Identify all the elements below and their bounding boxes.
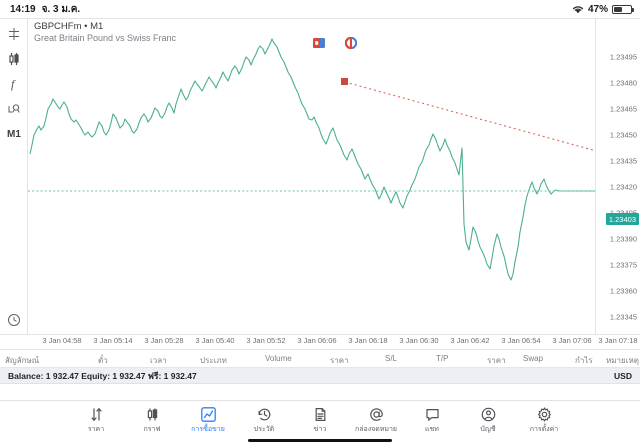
news-document-icon [313, 406, 328, 422]
price-tick: 1.23450 [609, 130, 637, 140]
col-price2[interactable]: ราคา [487, 356, 506, 365]
clock-icon[interactable] [0, 309, 28, 331]
battery-icon [612, 4, 634, 14]
price-tick: 1.23495 [609, 52, 637, 62]
current-price-badge: 1.23403 [605, 213, 639, 225]
history-clock-icon [257, 406, 272, 422]
col-ticket[interactable]: ตั๋ว [98, 356, 108, 365]
time-axis[interactable]: 3 Jan 04:58 3 Jan 05:14 3 Jan 05:28 3 Ja… [0, 334, 640, 350]
tab-label: กล่องจดหมาย [354, 426, 398, 433]
svg-text:f: f [11, 77, 16, 91]
chart-left-toolbar: f M1 [0, 19, 28, 353]
tab-label: ข่าว [313, 426, 327, 433]
col-swap[interactable]: Swap [523, 354, 544, 363]
chart-symbol-name: Great Britain Pound vs Swiss Franc [34, 32, 177, 43]
mailbox-at-icon [369, 406, 384, 422]
col-comment[interactable]: หมายเหตุ [606, 356, 639, 365]
account-person-icon [481, 406, 496, 422]
wifi-icon [572, 5, 584, 14]
status-bar-left: 14:19 จ. 3 ม.ค. [10, 2, 80, 17]
balance-summary: Balance: 1 932.47 Equity: 1 932.47 ฟรี: … [8, 370, 197, 381]
tab-chat[interactable]: แชท [404, 406, 460, 435]
col-volume[interactable]: Volume [265, 354, 292, 363]
col-type[interactable]: ประเภท [200, 356, 227, 365]
price-tick: 1.23435 [609, 156, 637, 166]
tab-history[interactable]: ประวัติ [236, 406, 292, 435]
price-axis[interactable]: 1.23495 1.23480 1.23465 1.23450 1.23435 … [595, 19, 640, 335]
tab-label: ประวัติ [253, 426, 275, 433]
tab-settings[interactable]: การตั้งค่า [516, 406, 572, 435]
price-tick: 1.23375 [609, 260, 637, 270]
tab-list: ราคา กราฟ การซื้อขาย [0, 401, 640, 435]
chart-order-icons [313, 36, 358, 50]
tab-label: บัญชี [480, 426, 496, 433]
status-time: 14:19 [10, 3, 36, 15]
price-tick: 1.23345 [609, 312, 637, 322]
quotes-arrows-icon [89, 406, 104, 422]
col-symbol[interactable]: สัญลักษณ์ [5, 356, 40, 365]
settings-gear-icon [537, 406, 552, 422]
tab-accounts[interactable]: บัญชี [460, 406, 516, 435]
chart-symbol: GBPCHFm • M1 [34, 21, 104, 32]
col-time[interactable]: เวลา [150, 356, 167, 365]
battery-percent: 47% [587, 3, 608, 15]
price-tick: 1.23360 [609, 286, 637, 296]
status-bar: 14:19 จ. 3 ม.ค. 47% [0, 0, 640, 18]
chart-header: GBPCHFm • M1 Great Britain Pound vs Swis… [34, 21, 176, 44]
bottom-tab-bar: ราคา กราฟ การซื้อขาย [0, 400, 640, 447]
tab-trade[interactable]: การซื้อขาย [180, 406, 236, 435]
chart-plot[interactable] [28, 19, 595, 335]
tab-label: แชท [425, 426, 439, 433]
chart-svg [28, 38, 595, 281]
timeframe-button[interactable]: M1 [7, 128, 21, 140]
trade-table-header: สัญลักษณ์ ตั๋ว เวลา ประเภท Volume ราคา S… [0, 350, 640, 368]
price-tick: 1.23480 [609, 78, 637, 88]
home-indicator [248, 439, 392, 442]
trade-line-chart-icon [200, 406, 216, 422]
objects-icon[interactable] [0, 98, 28, 120]
indicators-icon[interactable]: f [0, 73, 28, 95]
col-tp[interactable]: T/P [436, 354, 449, 363]
candlestick-chart-icon [145, 406, 160, 422]
balance-bar: Balance: 1 932.47 Equity: 1 932.47 ฟรี: … [0, 368, 640, 384]
tab-label: ราคา [87, 426, 105, 433]
tab-label: การซื้อขาย [191, 426, 225, 433]
status-date: จ. 3 ม.ค. [41, 3, 81, 15]
tab-quotes[interactable]: ราคา [68, 406, 124, 435]
candlestick-icon[interactable] [0, 48, 28, 70]
price-tick: 1.23465 [609, 104, 637, 114]
chat-bubble-icon [425, 406, 440, 422]
sell-order-icon[interactable] [313, 36, 325, 48]
tab-label: การตั้งค่า [529, 426, 559, 433]
tab-label: กราฟ [143, 426, 161, 433]
trendline[interactable] [341, 78, 595, 155]
price-tick: 1.23390 [609, 234, 637, 244]
trendline-start-handle [341, 78, 348, 85]
chart-area[interactable]: f M1 GBPCHFm • M1 Gre [0, 18, 640, 353]
crosshair-icon[interactable] [0, 23, 28, 45]
col-sl[interactable]: S/L [385, 354, 398, 363]
tab-charts[interactable]: กราฟ [124, 406, 180, 435]
tab-news[interactable]: ข่าว [292, 406, 348, 435]
price-line-series [29, 38, 595, 281]
status-bar-right: 47% [572, 3, 634, 15]
account-currency: USD [614, 370, 632, 381]
tab-mailbox[interactable]: กล่องจดหมาย [348, 406, 404, 435]
col-price[interactable]: ราคา [330, 356, 349, 365]
buy-order-icon[interactable] [344, 36, 358, 50]
col-profit[interactable]: กำไร [575, 356, 593, 365]
price-tick: 1.23420 [609, 182, 637, 192]
